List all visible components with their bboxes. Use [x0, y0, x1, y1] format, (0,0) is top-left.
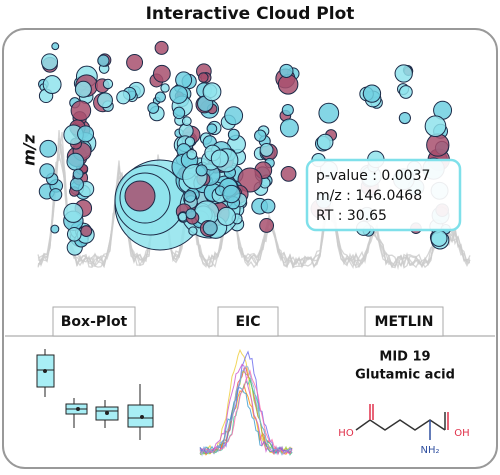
feature-bubble[interactable]	[185, 208, 197, 220]
feature-bubble[interactable]	[116, 90, 131, 105]
feature-bubble[interactable]	[426, 133, 450, 157]
panel	[2, 28, 498, 469]
feature-bubble[interactable]	[80, 225, 93, 238]
tab[interactable]	[217, 306, 279, 337]
tab-label[interactable]: EIC	[235, 314, 260, 330]
feature-bubble[interactable]	[195, 164, 208, 177]
feature-bubble[interactable]	[66, 152, 85, 171]
eic-trace	[199, 387, 293, 455]
eic-trace	[199, 365, 293, 457]
feature-bubble[interactable]	[102, 78, 114, 90]
feature-bubble[interactable]	[260, 198, 276, 214]
tooltip-line: p-value : 0.0037	[316, 168, 430, 184]
feature-bubble[interactable]	[77, 125, 95, 143]
feature-bubble[interactable]	[70, 100, 92, 121]
atom: OH	[454, 428, 469, 439]
feature-bubble[interactable]	[430, 229, 448, 247]
feature-bubble[interactable]	[222, 184, 241, 204]
tooltip-line: RT : 30.65	[316, 208, 387, 224]
eic-trace	[199, 363, 293, 456]
feature-bubble[interactable]	[188, 226, 198, 236]
feature-bubble[interactable]	[154, 91, 166, 103]
feature-bubble[interactable]	[394, 64, 413, 83]
feature-bubble[interactable]	[224, 106, 244, 126]
tab[interactable]	[364, 306, 444, 337]
feature-bubble[interactable]	[50, 224, 60, 234]
feature-bubble[interactable]	[152, 64, 171, 83]
feature-bubble[interactable]	[172, 106, 186, 120]
feature-bubble[interactable]	[181, 116, 192, 127]
feature-bubble[interactable]	[210, 149, 229, 168]
metlin-name: Glutamic acid	[355, 368, 455, 383]
feature-bubble[interactable]	[69, 177, 84, 192]
feature-bubble[interactable]	[280, 165, 297, 182]
feature-bubble[interactable]	[198, 72, 209, 83]
feature-bubble[interactable]	[254, 129, 267, 142]
feature-bubble[interactable]	[154, 40, 169, 55]
feature-bubble[interactable]	[126, 53, 144, 71]
feature-bubble[interactable]	[66, 226, 82, 242]
feature-bubble[interactable]	[63, 202, 84, 223]
feature-bubble[interactable]	[49, 188, 63, 202]
y-axis-label: m/z	[20, 133, 39, 166]
eic-traces	[199, 348, 293, 457]
feature-bubble[interactable]	[237, 167, 263, 193]
tab-label[interactable]: METLIN	[375, 314, 434, 330]
tic-traces	[37, 130, 471, 271]
feature-bubble[interactable]	[316, 133, 334, 151]
feature-bubble[interactable]	[39, 139, 58, 158]
feature-bubble[interactable]	[42, 75, 62, 94]
feature-bubble[interactable]	[424, 115, 447, 138]
feature-bubble[interactable]	[398, 111, 411, 125]
feature-bubble[interactable]	[74, 80, 92, 98]
tooltip	[305, 158, 462, 232]
atom: HO	[338, 428, 354, 439]
feature-bubble[interactable]	[259, 142, 274, 157]
feature-bubble[interactable]	[318, 102, 340, 124]
feature-bubble[interactable]	[72, 168, 84, 180]
feature-bubble[interactable]	[97, 54, 110, 67]
feature-bubble[interactable]	[216, 206, 236, 226]
feature-bubble[interactable]	[51, 42, 60, 51]
feature-bubble[interactable]	[97, 92, 113, 109]
feature-bubble[interactable]	[227, 128, 240, 141]
feature-bubble[interactable]	[183, 190, 197, 203]
tic-trace	[37, 137, 471, 270]
feature-bubble[interactable]	[281, 103, 294, 117]
feature-bubble[interactable]	[147, 102, 160, 114]
feature-bubble[interactable]	[169, 85, 188, 104]
feature-bubble[interactable]	[279, 118, 299, 138]
title: Interactive Cloud Plot	[146, 4, 355, 24]
feature-bubble[interactable]	[362, 84, 382, 103]
eic-trace	[199, 369, 293, 455]
eic-trace	[199, 371, 293, 456]
tab[interactable]	[52, 306, 136, 337]
metlin-id: MID 19	[379, 350, 430, 365]
atom: NH₂	[420, 445, 439, 456]
feature-bubble[interactable]	[202, 220, 218, 236]
feature-bubble[interactable]	[206, 123, 218, 134]
tooltip-line: m/z : 146.0468	[316, 188, 422, 204]
feature-bubble[interactable]	[186, 148, 198, 160]
feature-bubble[interactable]	[202, 82, 222, 102]
feature-bubble[interactable]	[160, 83, 170, 93]
feature-bubble[interactable]	[399, 85, 413, 99]
feature-bubble[interactable]	[124, 180, 156, 212]
feature-bubble[interactable]	[39, 163, 55, 179]
feature-bubble[interactable]	[41, 53, 59, 71]
feature-bubble[interactable]	[184, 136, 196, 147]
tab-label[interactable]: Box-Plot	[61, 314, 128, 330]
feature-bubble[interactable]	[259, 218, 275, 233]
box-plots	[36, 349, 154, 440]
molecule	[355, 404, 449, 440]
feature-bubble[interactable]	[279, 63, 294, 78]
